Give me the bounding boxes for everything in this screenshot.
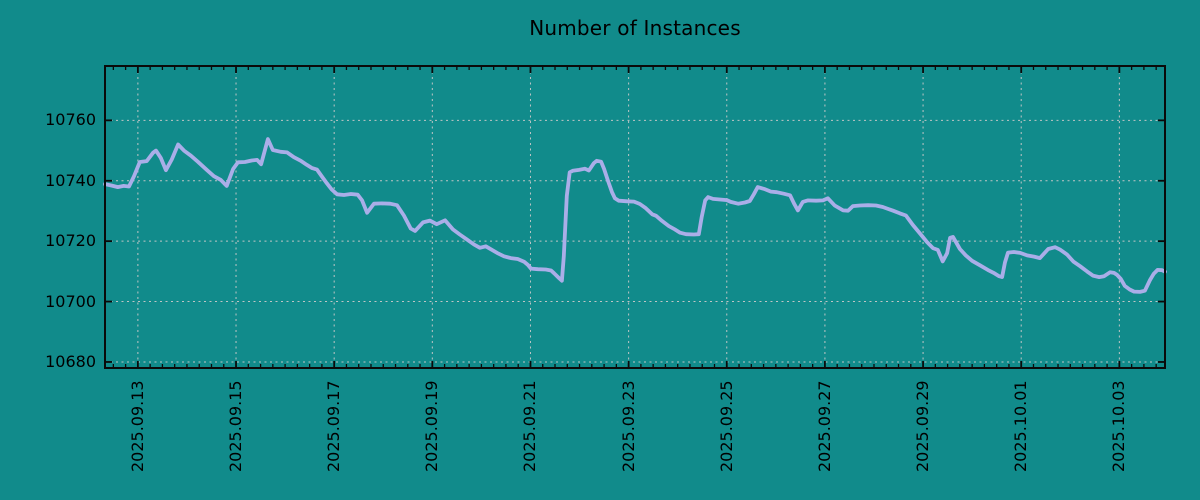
grid-layer bbox=[105, 66, 1165, 368]
x-tick-label: 2025.09.17 bbox=[324, 380, 344, 472]
x-tick-label: 2025.09.29 bbox=[913, 380, 933, 472]
chart-title: Number of Instances bbox=[529, 16, 741, 40]
x-tick-label: 2025.10.01 bbox=[1011, 380, 1031, 472]
x-tick-label: 2025.09.21 bbox=[520, 380, 540, 472]
axes-layer bbox=[104, 65, 1166, 369]
series-layer bbox=[103, 137, 1167, 294]
y-tick-label: 10760 bbox=[45, 110, 96, 130]
x-tick-label: 2025.09.13 bbox=[127, 380, 147, 472]
y-tick-label: 10700 bbox=[45, 291, 96, 311]
x-tick-label: 2025.10.03 bbox=[1109, 380, 1129, 472]
x-tick-label: 2025.09.19 bbox=[422, 380, 442, 472]
x-tick-label: 2025.09.23 bbox=[618, 380, 638, 472]
x-tick-label: 2025.09.15 bbox=[226, 380, 246, 472]
y-tick-label: 10720 bbox=[45, 231, 96, 251]
x-tick-label: 2025.09.27 bbox=[814, 380, 834, 472]
instances-line bbox=[103, 137, 1167, 294]
x-tick-label: 2025.09.25 bbox=[716, 380, 736, 472]
y-tick-label: 10740 bbox=[45, 170, 96, 190]
y-tick-label: 10680 bbox=[45, 351, 96, 371]
plot-frame bbox=[104, 65, 1166, 369]
